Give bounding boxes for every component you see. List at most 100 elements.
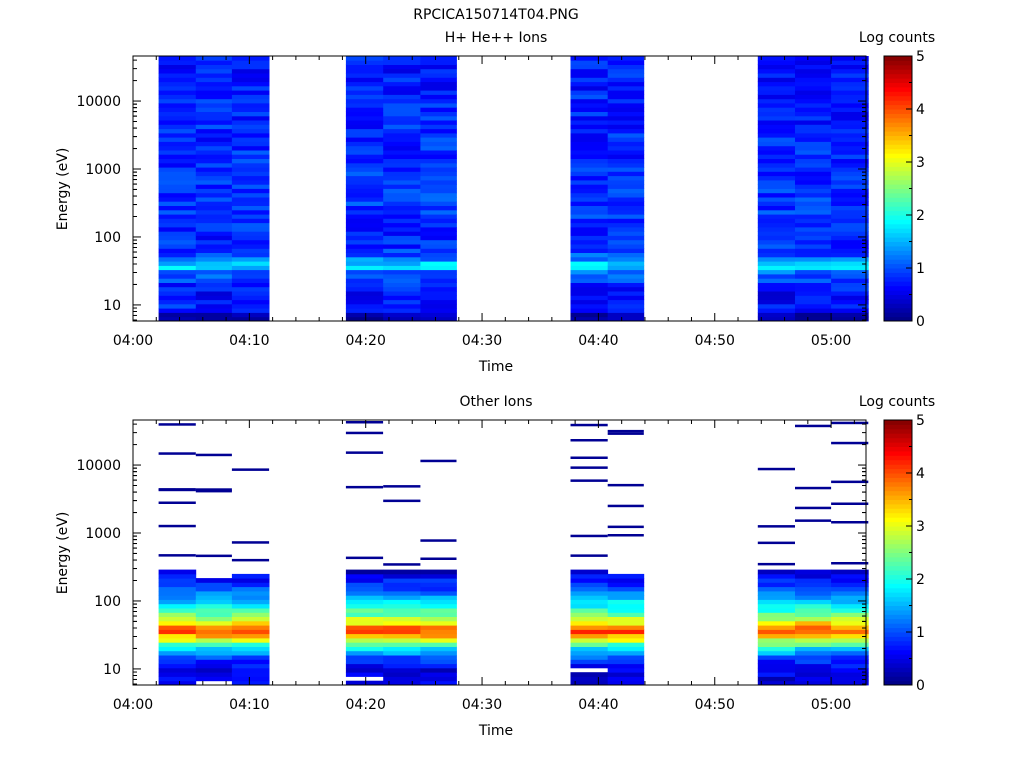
heatmap-cell: [831, 650, 869, 656]
heatmap-cell: [231, 244, 270, 249]
x-tick-label: 04:50: [695, 333, 735, 349]
x-tick-label: 05:00: [811, 333, 851, 349]
heatmap-cell: [345, 171, 384, 177]
heatmap-cell: [757, 642, 796, 647]
heatmap-cell: [831, 167, 869, 172]
heatmap-cell: [420, 56, 457, 61]
heatmap-cell: [570, 98, 609, 104]
heatmap-cell: [757, 295, 796, 301]
x-tick-label: 04:40: [578, 697, 618, 713]
heatmap-cell: [831, 278, 869, 283]
colorbar-segment: [884, 450, 912, 456]
heatmap-cell: [795, 154, 832, 159]
heatmap-cell: [831, 64, 869, 70]
heatmap-cell: [757, 81, 796, 87]
heatmap-cell: [795, 312, 832, 318]
heatmap-cell: [607, 68, 645, 74]
heatmap-cell: [345, 256, 384, 262]
colorbar-segment: [884, 579, 912, 584]
heatmap-cell: [570, 629, 609, 635]
heatmap-cell: [607, 261, 645, 266]
heatmap-cell: [195, 453, 232, 457]
heatmap-cell: [570, 235, 609, 241]
heatmap-cell: [570, 655, 609, 660]
heatmap-cell: [420, 171, 457, 177]
heatmap-cell: [345, 603, 384, 609]
heatmap-cell: [195, 94, 233, 100]
heatmap-cell: [831, 441, 869, 445]
heatmap-cell: [795, 56, 832, 61]
heatmap-cell: [757, 56, 796, 61]
heatmap-cell: [195, 222, 233, 228]
colorbar-segment: [884, 442, 912, 447]
heatmap-cell: [158, 209, 197, 215]
heatmap-cell: [195, 646, 233, 652]
heatmap-cell: [158, 107, 197, 112]
heatmap-cell: [795, 424, 832, 428]
heatmap-cell: [831, 188, 869, 194]
heatmap-cell: [795, 595, 832, 600]
heatmap-cell: [570, 205, 609, 211]
heatmap-cell: [158, 115, 197, 121]
heatmap-cell: [420, 235, 457, 241]
heatmap-cell: [345, 663, 384, 669]
heatmap-cell: [795, 103, 832, 108]
heatmap-cell: [831, 620, 869, 626]
heatmap-cell: [607, 94, 645, 100]
heatmap-cell: [158, 85, 197, 91]
colorbar-segment: [884, 139, 912, 145]
heatmap-cell: [345, 646, 384, 652]
heatmap-cell: [420, 278, 457, 283]
panel-other-ions: Other Ions Log counts Energy (eV) Time 0…: [55, 394, 935, 739]
colorbar-segment: [884, 495, 912, 500]
heatmap-cell: [345, 77, 384, 83]
heatmap-cell: [795, 192, 832, 198]
heatmap-cell: [607, 269, 645, 275]
heatmap-cell: [831, 81, 869, 87]
heatmap-cell: [231, 231, 270, 236]
heatmap-cell: [607, 586, 645, 592]
heatmap-cell: [795, 150, 832, 155]
heatmap-cell: [383, 672, 421, 677]
heatmap-cell: [195, 603, 233, 609]
heatmap-cell: [158, 524, 196, 528]
heatmap-cell: [383, 563, 421, 566]
colorbar-segment: [884, 307, 912, 313]
heatmap-cell: [570, 638, 609, 643]
heatmap-cell: [345, 107, 384, 112]
heatmap-cell: [345, 659, 384, 665]
heatmap-cell: [757, 591, 796, 596]
colorbar-segment: [884, 561, 912, 567]
heatmap-cell: [420, 608, 457, 613]
y-tick-label: 10000: [76, 458, 121, 474]
colorbar-segment: [884, 548, 912, 553]
heatmap-cell: [757, 672, 796, 677]
heatmap-cell: [420, 201, 457, 206]
heatmap-cell: [795, 171, 832, 177]
heatmap-cell: [158, 603, 197, 609]
heatmap-cell: [757, 85, 796, 91]
heatmap-cell: [570, 569, 609, 575]
heatmap-cell: [195, 124, 233, 130]
heatmap-cell: [570, 111, 609, 117]
y-tick-label: 10000: [76, 94, 121, 110]
heatmap-cell: [158, 111, 197, 117]
heatmap-cell: [231, 64, 270, 70]
heatmap-cell: [570, 599, 609, 605]
colorbar-segment: [884, 596, 912, 602]
heatmap-cell: [570, 158, 609, 164]
heatmap-cell: [795, 603, 832, 609]
heatmap-cell: [420, 115, 457, 121]
colorbar-segment: [884, 223, 912, 229]
heatmap-cell: [195, 120, 233, 125]
heatmap-cell: [831, 646, 869, 652]
heatmap-cell: [345, 111, 384, 117]
heatmap-cell: [795, 137, 832, 142]
heatmap-cell: [420, 638, 457, 643]
heatmap-cell: [570, 642, 609, 647]
heatmap-cell: [795, 94, 832, 100]
heatmap-cell: [195, 308, 233, 313]
heatmap-cell: [195, 227, 233, 232]
heatmap-cell: [795, 506, 832, 510]
heatmap-cell: [831, 261, 869, 266]
